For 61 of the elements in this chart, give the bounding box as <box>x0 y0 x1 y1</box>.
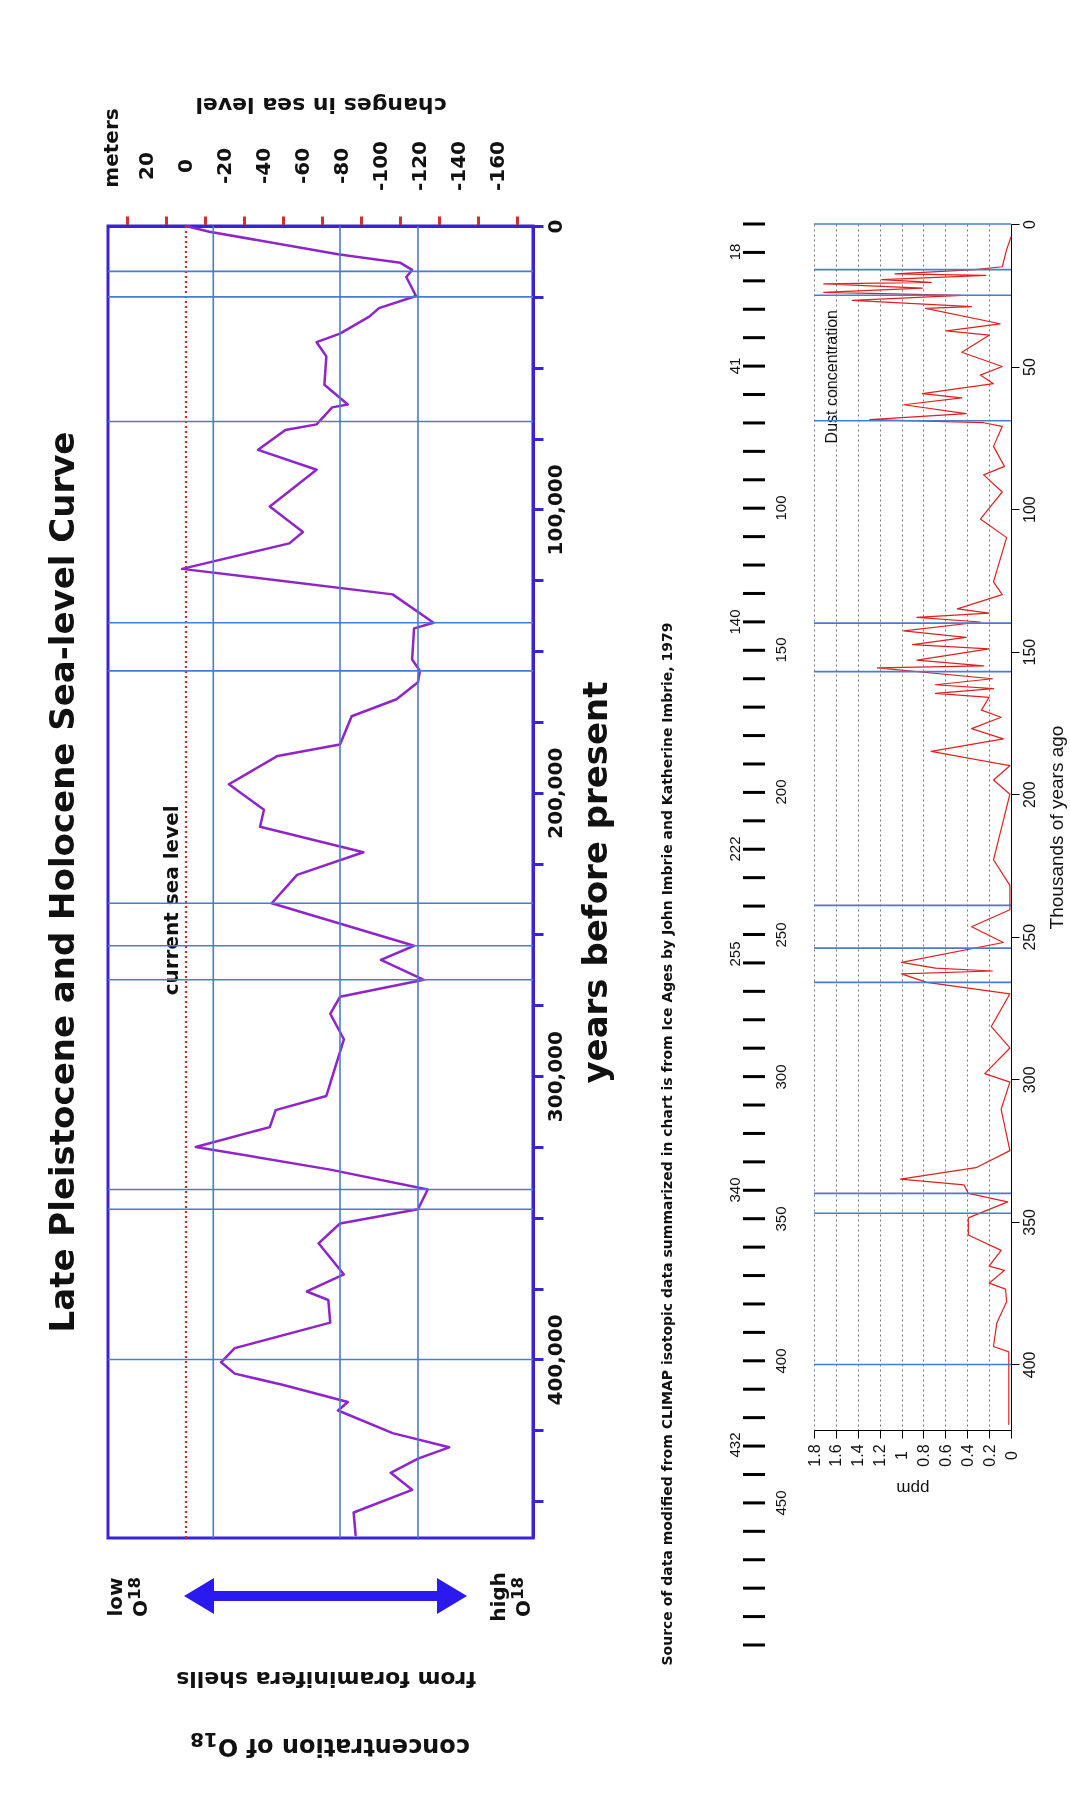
x-tick-label: 1 <box>893 1450 911 1460</box>
y-tick-label: 50 <box>1020 358 1038 376</box>
x-tick-label: -100 <box>367 140 392 192</box>
y-tick-label: 300 <box>1020 1066 1038 1094</box>
text: Late Pleistocene and Holocene Sea-level Curve <box>42 431 83 1333</box>
x-tick-label: 0.2 <box>980 1444 998 1467</box>
text: 18 <box>726 243 744 261</box>
text: 200 <box>772 779 790 805</box>
x-tick-label: 0 <box>1002 1450 1020 1460</box>
x-tick-label: -80 <box>328 147 353 185</box>
line-series <box>180 224 451 1537</box>
x-tick-label: 0 <box>172 159 197 173</box>
y-tick-label: 0 <box>542 219 567 234</box>
x-tick-label: 1.6 <box>827 1444 845 1467</box>
x-tick-label: 1.8 <box>805 1444 823 1467</box>
y-tick-label: 200 <box>1020 781 1038 809</box>
y-tick-label: 300,000 <box>542 1031 567 1123</box>
x-tick-label: 1.4 <box>849 1444 867 1467</box>
text: 250 <box>772 922 790 948</box>
text: 100 <box>772 495 790 521</box>
y-tick-label: 250 <box>1020 923 1038 951</box>
x-tick-label: -40 <box>250 147 275 185</box>
text: 340 <box>726 1177 744 1203</box>
x-tick-label: 1.2 <box>871 1444 889 1467</box>
y-tick-label: 150 <box>1020 638 1038 666</box>
y-tick-label: 400,000 <box>542 1314 567 1406</box>
x-tick-label: -160 <box>484 140 509 192</box>
text: 300 <box>772 1064 790 1090</box>
x-axis-title: ppm <box>896 1478 930 1498</box>
x-tick-label: 0.8 <box>914 1444 932 1467</box>
y-tick-label: 350 <box>1020 1208 1038 1236</box>
text: 222 <box>726 836 744 862</box>
x-tick-label: 0.4 <box>958 1444 976 1467</box>
text: 450 <box>772 1490 790 1516</box>
y-axis-title: Thousands of years ago <box>1045 725 1067 930</box>
x-tick-label: -120 <box>406 140 431 192</box>
text: 432 <box>726 1432 744 1458</box>
y-tick-label: 400 <box>1020 1351 1038 1379</box>
y-axis-title: years before present <box>574 681 615 1084</box>
x-axis-title: changes in sea level <box>195 93 447 118</box>
text: 350 <box>772 1206 790 1232</box>
ref-line-label: current sea level <box>158 805 183 996</box>
x-tick-label: 0.6 <box>936 1444 954 1467</box>
text: Dust concentration <box>823 310 840 444</box>
text: 255 <box>726 941 744 967</box>
y-tick-label: 0 <box>1020 219 1038 229</box>
text: 41 <box>726 357 744 375</box>
x-tick-label: 20 <box>133 152 158 180</box>
x-tick-label: -140 <box>445 140 470 192</box>
source-note: Source of data modified from CLIMAP isotopic data summarized in chart is from Ice Ages by John Imbrie and Katherine Imbrie, 1979 <box>658 622 675 1666</box>
line-series <box>823 236 1012 1425</box>
text: from foraminifera shells <box>176 1666 476 1692</box>
text: meters <box>98 108 123 188</box>
x-tick-label: -20 <box>211 147 236 185</box>
x-tick-label: -60 <box>289 147 314 185</box>
y-tick-label: 100,000 <box>542 464 567 556</box>
text: 150 <box>772 637 790 663</box>
text: 400 <box>772 1348 790 1374</box>
y-tick-label: 200,000 <box>542 747 567 839</box>
text: 140 <box>726 609 744 635</box>
y-tick-label: 100 <box>1020 496 1038 523</box>
